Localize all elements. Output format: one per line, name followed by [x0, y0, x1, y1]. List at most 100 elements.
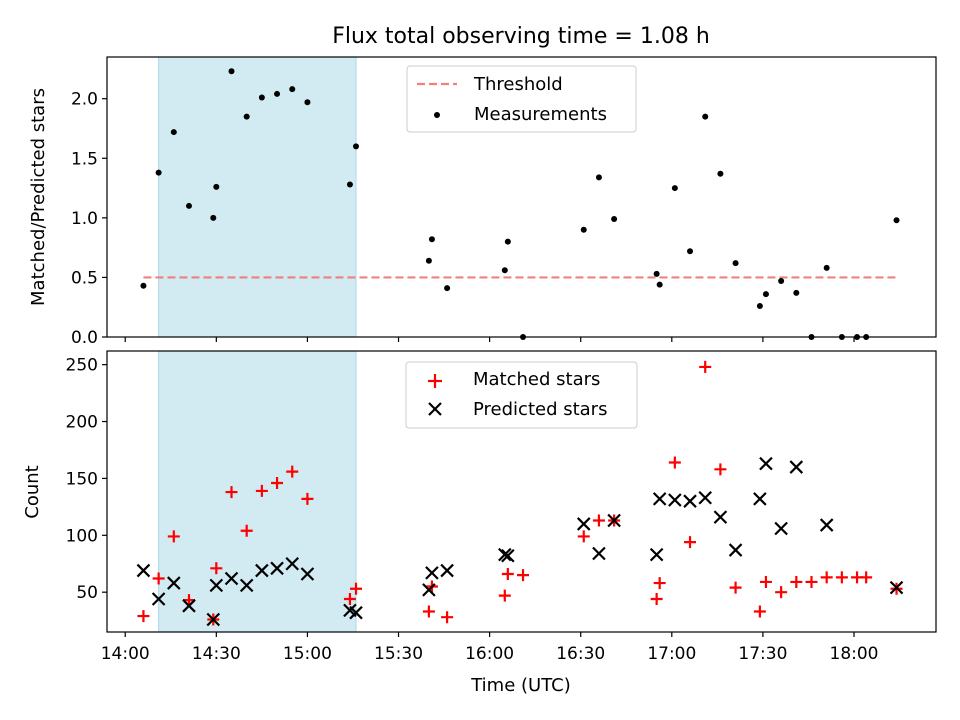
predicted-stars-point-2: [167, 576, 181, 590]
legend-predicted-swatch: [428, 402, 442, 416]
measurements-point-26: [687, 248, 694, 255]
predicted-stars-point-24: [668, 493, 682, 507]
measurements-point-27: [702, 113, 709, 120]
predicted-stars-point-10: [285, 556, 300, 571]
x-tick-label-6: 17:00: [647, 644, 696, 664]
x-tick-label-7: 17:30: [738, 644, 787, 664]
top-panel-frame: [106, 56, 937, 338]
measurements-point-14: [425, 257, 432, 264]
predicted-stars-point-20: [592, 546, 606, 561]
measurements-point-23: [653, 270, 660, 277]
measurements-point-31: [762, 291, 769, 298]
measurements-point-0: [140, 282, 147, 289]
matched-stars-point-7: [240, 524, 253, 537]
x-tick-label-1: 14:30: [192, 644, 241, 664]
measurements-point-17: [501, 267, 508, 274]
y-tick-label-1-3: 200: [66, 413, 98, 433]
measurements-point-25: [671, 185, 678, 192]
measurements-point-30: [756, 303, 763, 310]
predicted-stars-point-26: [698, 490, 712, 505]
x-tick-label-8: 18:00: [830, 644, 879, 664]
predicted-stars-point-27: [713, 510, 728, 524]
matched-stars-point-12: [343, 593, 356, 606]
predicted-stars-point-31: [774, 521, 788, 536]
matched-stars-point-21: [592, 514, 605, 527]
bottom-panel: 50 100 150 200 250 14:00 14:30 15:00 15:30 16:00 1…: [22, 350, 937, 664]
measurements-point-35: [823, 264, 830, 271]
measurements-point-10: [289, 86, 296, 93]
x-tick-label-0: 14:00: [101, 644, 150, 664]
matched-stars-point-2: [167, 530, 180, 543]
y-tick-label-0-4: 2.0: [71, 90, 98, 110]
matched-stars-point-34: [805, 575, 818, 588]
matched-stars-point-9: [271, 476, 284, 489]
predicted-stars-point-28: [728, 543, 743, 557]
measurements-point-24: [656, 281, 663, 288]
measurements-point-29: [732, 260, 739, 267]
predicted-stars-point-6: [224, 571, 239, 586]
measurements-point-9: [274, 90, 281, 97]
legend-measurements-swatch: [434, 112, 440, 118]
predicted-stars-point-1: [151, 592, 166, 606]
measurements-point-18: [504, 238, 511, 245]
bottom-y-axis-label: Count: [22, 465, 43, 518]
measurements-point-8: [258, 94, 265, 101]
predicted-stars-point-18: [501, 548, 515, 563]
matched-stars-point-17: [498, 589, 511, 602]
matched-stars-point-13: [350, 582, 363, 595]
y-tick-label-0-0: 0.0: [71, 328, 98, 348]
measurements-point-32: [778, 278, 785, 284]
matched-stars-point-14: [422, 605, 435, 618]
matched-stars-point-0: [137, 610, 150, 623]
measurements-point-33: [793, 289, 800, 296]
matched-stars-point-25: [668, 456, 681, 469]
measurements-point-4: [210, 214, 217, 221]
matched-stars-point-16: [441, 611, 454, 624]
matched-stars-point-19: [517, 569, 530, 582]
measurements-point-6: [228, 68, 235, 75]
predicted-stars-point-7: [239, 578, 254, 593]
bottom-legend: Matched stars Predicted stars: [405, 361, 638, 429]
measurements-point-28: [717, 170, 724, 177]
measurements-point-12: [346, 181, 353, 188]
matched-stars-point-23: [650, 593, 663, 606]
observing-span-0: [158, 56, 357, 338]
matched-stars-point-29: [729, 581, 742, 594]
matched-stars-point-6: [225, 486, 238, 499]
measurements-point-39: [893, 217, 900, 224]
matched-stars-point-26: [684, 536, 697, 549]
measurements-point-2: [170, 129, 177, 136]
matched-stars-point-27: [699, 360, 712, 373]
matched-stars-point-8: [255, 484, 268, 497]
matched-stars-point-5: [210, 562, 223, 575]
matched-stars-point-38: [860, 571, 873, 584]
predicted-stars-point-5: [209, 578, 224, 593]
top-panel: 0.00.51.01.52.0 Matched/Predicted stars …: [28, 56, 937, 348]
measurements-point-3: [185, 202, 192, 209]
matched-stars-point-28: [714, 463, 727, 476]
matched-stars-point-31: [759, 575, 772, 588]
matched-stars-point-18: [501, 567, 514, 580]
x-tick-label-2: 15:00: [283, 644, 332, 664]
matched-stars-point-35: [820, 571, 833, 584]
y-tick-label-0-1: 0.5: [71, 268, 98, 288]
matched-stars-point-10: [286, 465, 299, 478]
chart-title: Flux total observing time = 1.08 h: [332, 24, 710, 49]
measurements-point-21: [595, 174, 602, 181]
matched-stars-point-3: [182, 594, 195, 607]
measurements-point-7: [243, 113, 250, 120]
legend-predicted-label: Predicted stars: [473, 399, 607, 420]
predicted-stars-point-9: [270, 561, 284, 576]
matched-stars-point-11: [301, 492, 314, 505]
top-legend: Threshold Measurements: [406, 65, 637, 133]
y-tick-label-1-2: 150: [66, 469, 98, 489]
matched-stars-point-24: [653, 577, 666, 590]
y-tick-label-1-4: 250: [66, 356, 98, 376]
legend-matched-swatch: [428, 374, 442, 388]
x-axis-label: Time (UTC): [470, 675, 571, 696]
predicted-stars-point-17: [498, 547, 512, 562]
y-tick-label-0-2: 1.0: [71, 209, 98, 229]
measurements-point-15: [428, 236, 435, 243]
x-tick-label-3: 15:30: [374, 644, 423, 664]
predicted-stars-point-34: [889, 580, 904, 595]
